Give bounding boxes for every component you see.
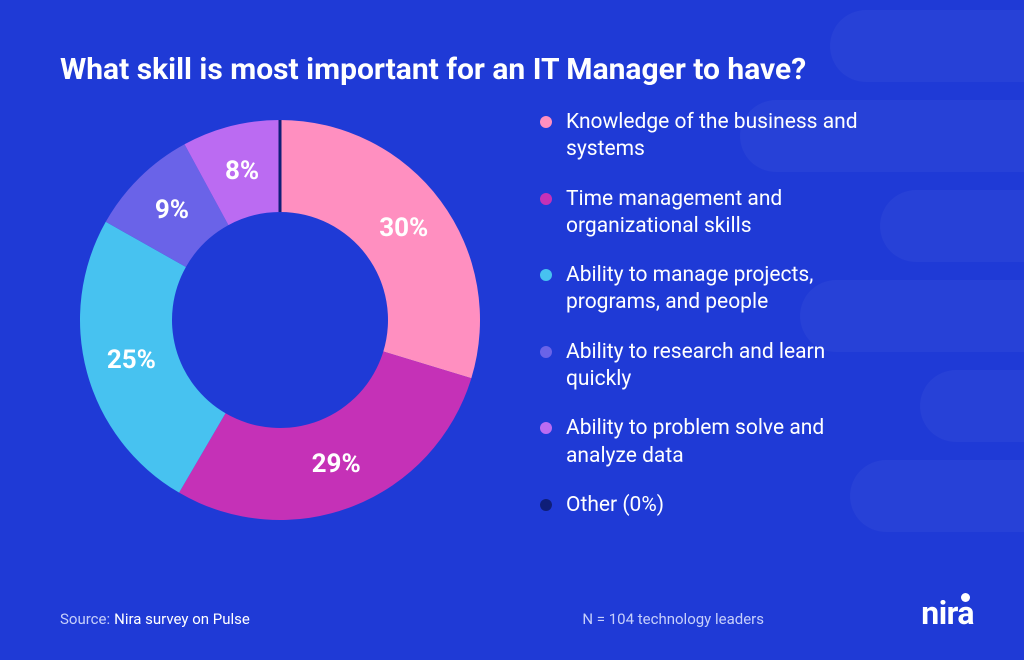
legend-label: Knowledge of the business and systems <box>566 109 886 164</box>
legend-label: Ability to problem solve and analyze dat… <box>566 415 886 470</box>
legend-label: Time management and organizational skill… <box>566 186 886 241</box>
legend-item: Ability to research and learn quickly <box>540 339 964 394</box>
slice-percent-label: 8% <box>225 156 259 186</box>
slice-percent-label: 30% <box>379 213 428 243</box>
legend-item: Ability to manage projects, programs, an… <box>540 262 964 317</box>
donut-slice <box>280 120 480 378</box>
legend-item: Other (0%) <box>540 492 964 519</box>
legend-swatch-icon <box>540 116 552 128</box>
brand-logo: nira <box>921 594 974 632</box>
legend-item: Knowledge of the business and systems <box>540 109 964 164</box>
donut-chart: 30% 29% 25% 9% 8% <box>60 100 500 540</box>
slice-percent-label: 9% <box>155 195 189 225</box>
legend-label: Ability to research and learn quickly <box>566 339 886 394</box>
source-name: Nira survey on Pulse <box>114 610 250 628</box>
infographic-container: What skill is most important for an IT M… <box>0 0 1024 660</box>
donut-slice <box>179 352 471 521</box>
legend-swatch-icon <box>540 499 552 511</box>
chart-title: What skill is most important for an IT M… <box>60 50 964 89</box>
legend-swatch-icon <box>540 269 552 281</box>
legend-label: Ability to manage projects, programs, an… <box>566 262 886 317</box>
legend-item: Time management and organizational skill… <box>540 186 964 241</box>
sample-size-note: N = 104 technology leaders <box>582 610 764 628</box>
footer: Source: Nira survey on Pulse N = 104 tec… <box>60 610 964 628</box>
legend-item: Ability to problem solve and analyze dat… <box>540 415 964 470</box>
source-label: Source: <box>60 610 110 628</box>
slice-percent-label: 29% <box>312 449 361 479</box>
legend-label: Other (0%) <box>566 492 664 519</box>
slice-percent-label: 25% <box>107 345 156 375</box>
content-row: 30% 29% 25% 9% 8% Knowledge of the business … <box>60 99 964 541</box>
legend-swatch-icon <box>540 422 552 434</box>
legend-swatch-icon <box>540 193 552 205</box>
legend-swatch-icon <box>540 346 552 358</box>
donut-svg <box>60 100 500 540</box>
legend: Knowledge of the business and systems Tim… <box>540 99 964 541</box>
